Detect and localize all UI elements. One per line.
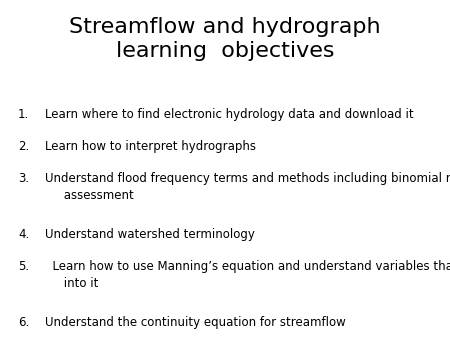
- Text: Streamflow and hydrograph
learning  objectives: Streamflow and hydrograph learning objec…: [69, 17, 381, 61]
- Text: 6.: 6.: [18, 316, 29, 329]
- Text: 1.: 1.: [18, 108, 29, 121]
- Text: Understand the continuity equation for streamflow: Understand the continuity equation for s…: [45, 316, 346, 329]
- Text: 4.: 4.: [18, 228, 29, 241]
- Text: Understand watershed terminology: Understand watershed terminology: [45, 228, 255, 241]
- Text: 5.: 5.: [18, 260, 29, 273]
- Text: Learn how to interpret hydrographs: Learn how to interpret hydrographs: [45, 140, 256, 153]
- Text: Understand flood frequency terms and methods including binomial risk
     assess: Understand flood frequency terms and met…: [45, 172, 450, 202]
- Text: Learn where to find electronic hydrology data and download it: Learn where to find electronic hydrology…: [45, 108, 414, 121]
- Text: 2.: 2.: [18, 140, 29, 153]
- Text: Learn how to use Manning’s equation and understand variables that go
     into i: Learn how to use Manning’s equation and …: [45, 260, 450, 290]
- Text: 3.: 3.: [18, 172, 29, 185]
